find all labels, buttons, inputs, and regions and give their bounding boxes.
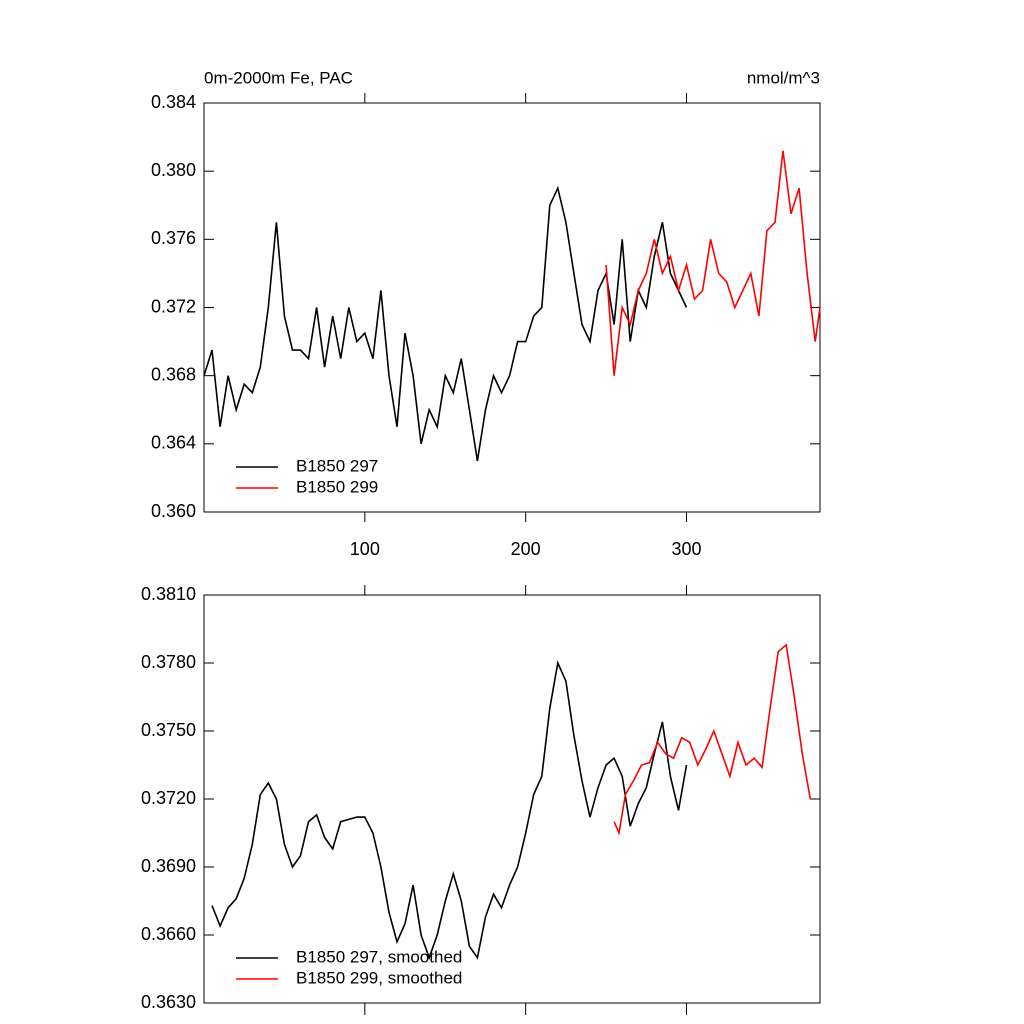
- y-tick-label: 0.376: [151, 228, 196, 248]
- data-line: [211, 660, 688, 961]
- x-tick-label: 200: [511, 539, 541, 559]
- plot-frame: [203, 102, 821, 513]
- y-tick-label: 0.3720: [141, 788, 196, 808]
- data-line: [613, 643, 812, 836]
- y-tick-label: 0.3660: [141, 924, 196, 944]
- y-tick-label: 0.368: [151, 364, 196, 384]
- y-tick-label: 0.384: [151, 92, 196, 112]
- y-tick-label: 0.360: [151, 501, 196, 521]
- plot-frame: [203, 594, 821, 1004]
- y-tick-label: 0.3690: [141, 856, 196, 876]
- y-tick-label: 0.380: [151, 160, 196, 180]
- legend-label: B1850 299, smoothed: [296, 968, 462, 987]
- data-line: [605, 150, 821, 376]
- y-tick-label: 0.364: [151, 433, 196, 453]
- legend-label: B1850 297: [296, 456, 378, 475]
- y-tick-label: 0.3750: [141, 720, 196, 740]
- y-tick-label: 0.3810: [141, 584, 196, 604]
- chart-title: 0m-2000m Fe, PAC: [204, 68, 353, 87]
- y-tick-label: 0.372: [151, 296, 196, 316]
- x-tick-label: 100: [350, 539, 380, 559]
- y-tick-label: 0.3780: [141, 652, 196, 672]
- legend-label: B1850 299: [296, 477, 378, 496]
- legend-label: B1850 297, smoothed: [296, 947, 462, 966]
- units-label: nmol/m^3: [747, 68, 820, 87]
- x-tick-label: 300: [671, 539, 701, 559]
- y-tick-label: 0.3630: [141, 992, 196, 1012]
- data-line: [203, 185, 688, 462]
